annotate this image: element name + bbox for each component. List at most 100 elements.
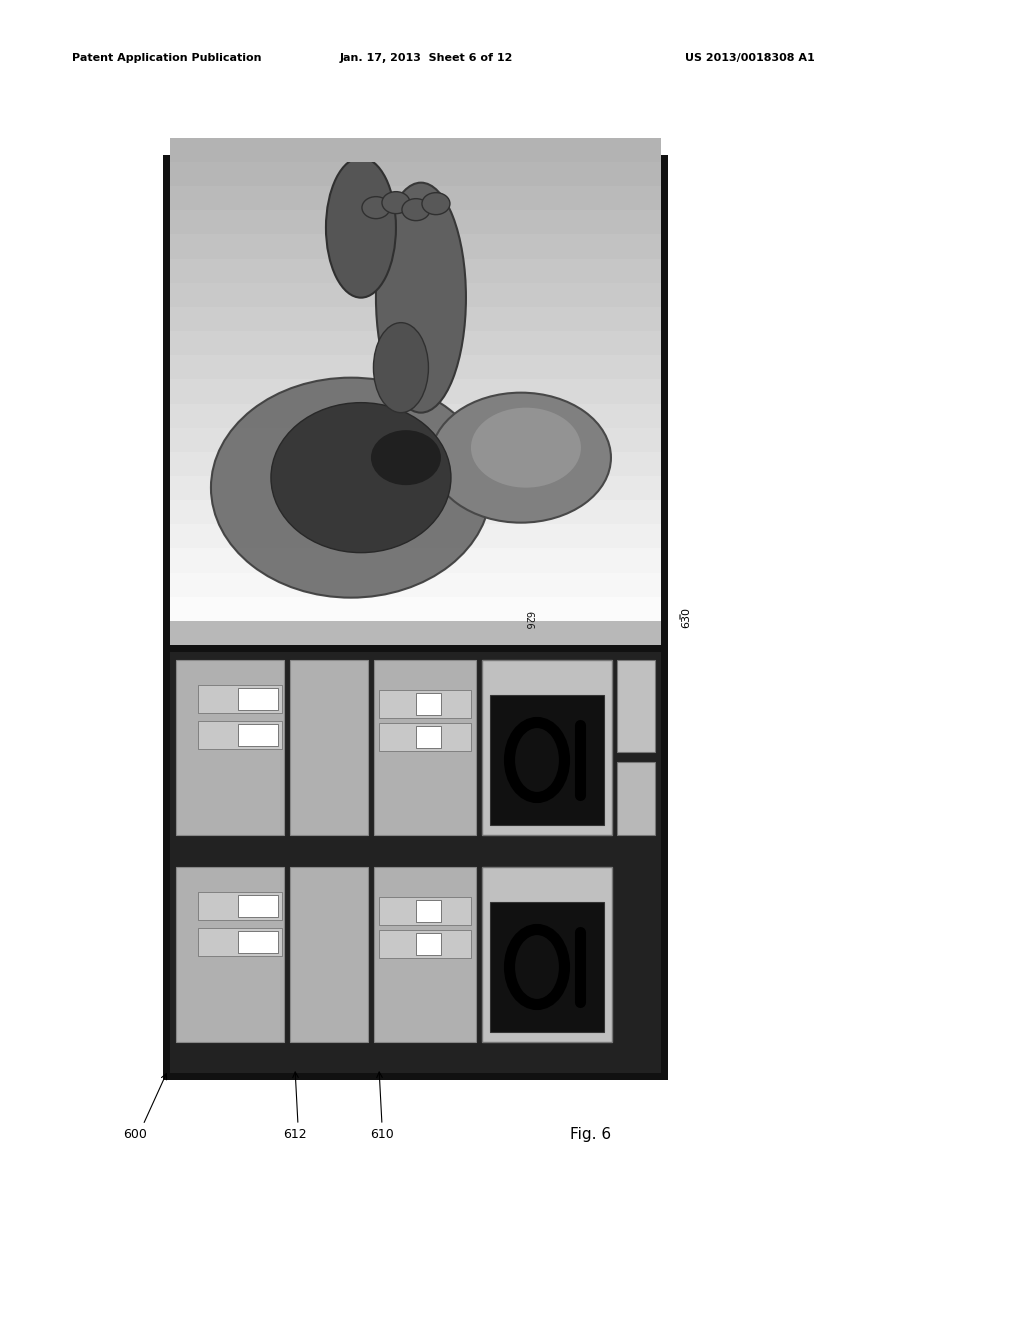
Bar (416, 726, 441, 748)
Bar (374, 867, 476, 1041)
Bar (170, 548, 662, 573)
Bar (198, 892, 282, 920)
Bar (198, 721, 282, 748)
Text: Stag: Stag (634, 698, 639, 713)
Bar (170, 573, 662, 597)
Text: Maths Of Generation: Maths Of Generation (300, 961, 357, 966)
Ellipse shape (402, 198, 430, 220)
Ellipse shape (211, 378, 490, 598)
Bar (198, 685, 282, 713)
Bar (170, 186, 662, 210)
Bar (170, 652, 662, 1073)
Text: Anus: Anus (382, 944, 395, 949)
Bar (163, 154, 668, 1080)
Text: Anus: Anus (382, 737, 395, 742)
Bar (176, 660, 284, 836)
Ellipse shape (376, 182, 466, 413)
Text: Fig. 6: Fig. 6 (570, 1127, 611, 1143)
Bar (290, 660, 368, 836)
Bar (238, 931, 278, 953)
Bar (416, 900, 441, 921)
Text: 626: 626 (523, 611, 534, 630)
Bar (238, 895, 278, 917)
Bar (170, 355, 662, 379)
Text: 628: 628 (633, 792, 639, 805)
Text: Jan. 17, 2013  Sheet 6 of 12: Jan. 17, 2013 Sheet 6 of 12 (340, 53, 513, 63)
Bar (490, 902, 604, 1032)
Ellipse shape (471, 408, 581, 487)
Text: Max. Value: Max. Value (200, 698, 234, 704)
Bar (170, 428, 662, 451)
Text: 600: 600 (123, 1129, 146, 1142)
Bar (170, 235, 662, 259)
Bar (617, 660, 655, 752)
Bar (379, 931, 471, 958)
Text: Anus: Anus (487, 684, 508, 693)
Text: 618: 618 (419, 701, 437, 710)
Bar (170, 451, 662, 477)
Bar (238, 723, 278, 746)
Text: 606: 606 (249, 696, 267, 705)
Bar (170, 162, 662, 186)
Bar (379, 690, 471, 718)
Bar (290, 867, 368, 1041)
Bar (170, 162, 662, 645)
Bar (198, 928, 282, 956)
Text: Rectum Values: Rectum Values (181, 929, 187, 981)
Text: Min. Value: Min. Value (200, 941, 232, 946)
Ellipse shape (431, 392, 611, 523)
Text: 612: 612 (284, 1129, 307, 1142)
Text: Min. Value: Min. Value (200, 734, 232, 739)
Text: Rectum: Rectum (382, 911, 403, 916)
Text: LED Count: LED Count (382, 677, 419, 682)
Text: US 2013/0018308 A1: US 2013/0018308 A1 (685, 53, 815, 63)
Ellipse shape (371, 430, 441, 486)
Bar (170, 524, 662, 548)
Text: Total Numbers Of Cycles: Total Numbers Of Cycles (382, 969, 450, 974)
Bar (482, 660, 612, 836)
Bar (170, 500, 662, 524)
Ellipse shape (374, 322, 428, 413)
Bar (379, 723, 471, 751)
Bar (617, 762, 655, 836)
Text: 630: 630 (681, 606, 691, 627)
Bar (176, 867, 284, 1041)
Ellipse shape (382, 191, 410, 214)
Bar (170, 597, 662, 620)
Bar (170, 137, 662, 162)
Bar (170, 379, 662, 404)
Bar (374, 660, 476, 836)
Text: 608: 608 (249, 731, 267, 741)
Bar (379, 898, 471, 925)
Text: Rectum: Rectum (382, 704, 403, 709)
Text: 602: 602 (249, 903, 267, 912)
Ellipse shape (271, 403, 451, 553)
Text: Patent Application Publication: Patent Application Publication (72, 53, 261, 63)
Text: 610: 610 (370, 1129, 394, 1142)
Bar (170, 331, 662, 355)
Text: Rectum: Rectum (487, 891, 519, 899)
Ellipse shape (422, 193, 450, 215)
Bar (416, 933, 441, 954)
Text: 616: 616 (419, 940, 437, 949)
Bar (170, 210, 662, 235)
Bar (490, 696, 604, 825)
Text: @ Incontinence: @ Incontinence (302, 709, 356, 715)
Bar (170, 259, 662, 282)
Bar (170, 282, 662, 306)
Ellipse shape (361, 197, 390, 219)
Text: 624: 624 (487, 671, 503, 680)
Text: Max. Value: Max. Value (200, 906, 234, 911)
Text: 620: 620 (419, 734, 437, 742)
Text: 614: 614 (419, 908, 437, 916)
Bar (416, 693, 441, 715)
Text: 622: 622 (487, 878, 503, 887)
Bar (170, 477, 662, 500)
Text: 604: 604 (249, 939, 267, 948)
Bar (238, 688, 278, 710)
Text: Anus Values: Anus Values (181, 726, 187, 768)
Text: Sensitivity Level: Sensitivity Level (382, 884, 439, 890)
Ellipse shape (326, 157, 396, 297)
Bar (170, 404, 662, 428)
Bar (170, 306, 662, 331)
